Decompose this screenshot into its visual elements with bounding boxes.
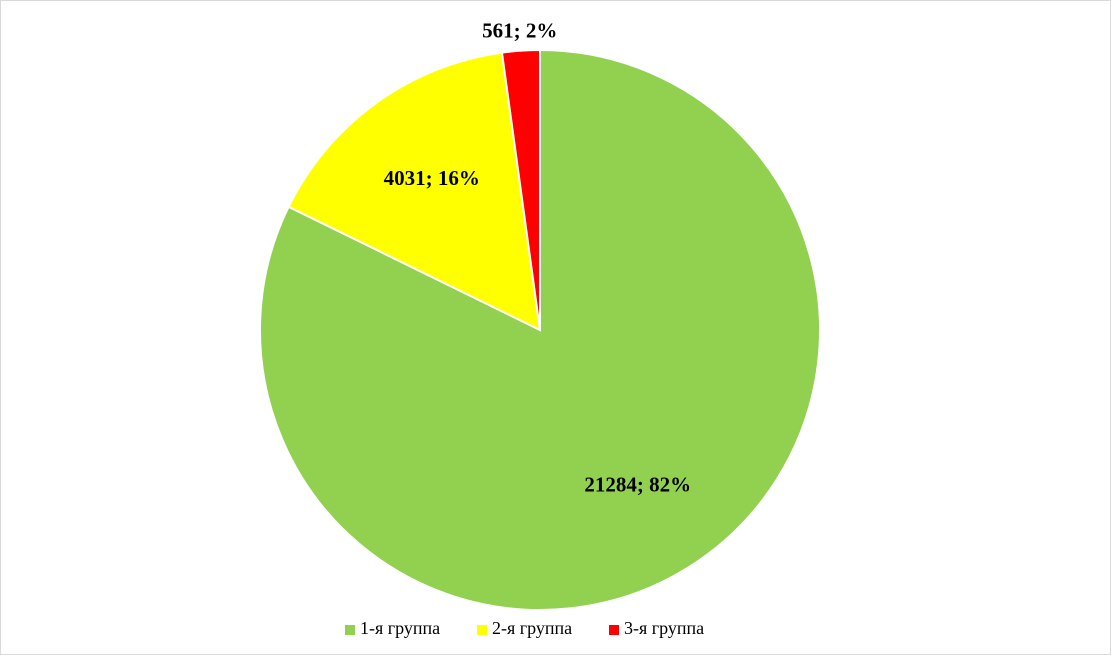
legend-label: 3-я группа (624, 618, 704, 638)
pie-slice (287, 51, 542, 332)
data-label: 21284; 82% (584, 473, 691, 497)
legend-swatch (477, 625, 487, 635)
legend-label: 1-я группа (360, 618, 440, 638)
pie-slice (500, 48, 541, 331)
data-label: 4031; 16% (384, 166, 480, 190)
legend-label: 2-я группа (492, 618, 572, 638)
legend-swatch (345, 625, 355, 635)
data-label: 561; 2% (482, 19, 557, 43)
legend-swatch (609, 625, 619, 635)
